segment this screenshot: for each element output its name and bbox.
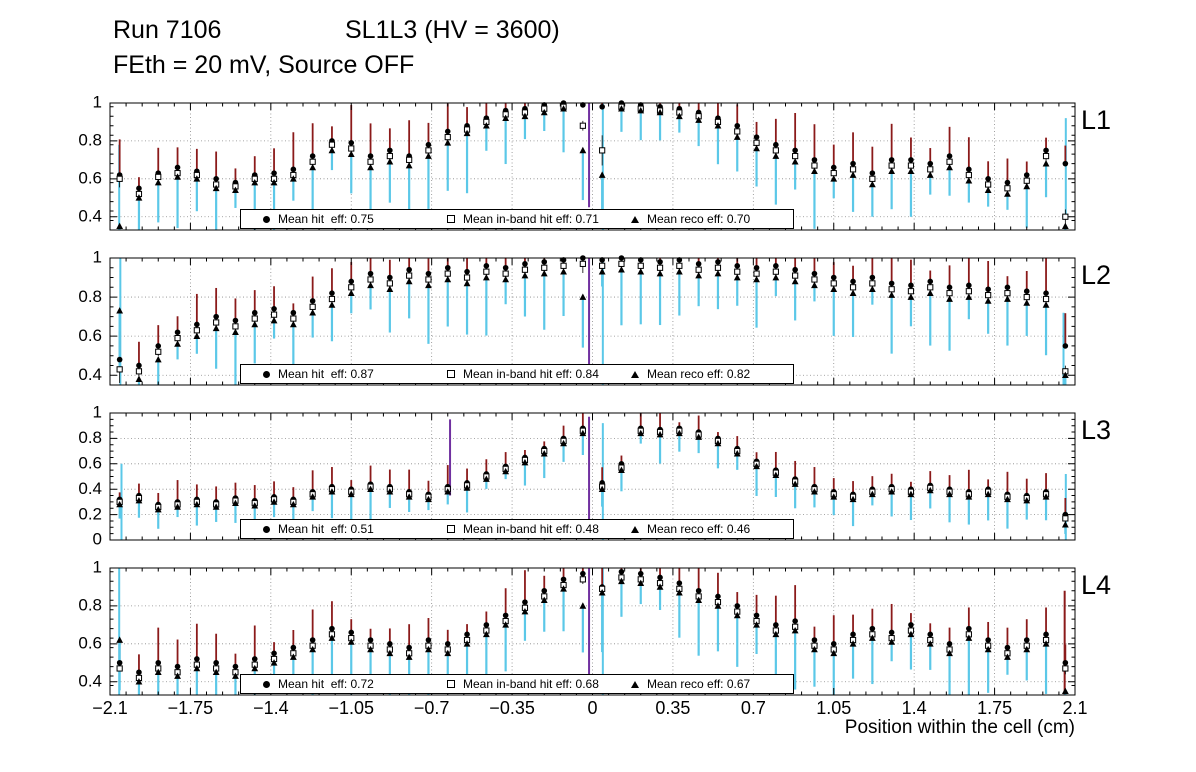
legend-label: Mean hit eff: 0.87 bbox=[278, 367, 374, 381]
legend-label: Mean in-band hit eff: 0.48 bbox=[463, 522, 599, 536]
filled-triangle-icon bbox=[631, 525, 639, 533]
filled-circle-icon bbox=[263, 215, 270, 223]
legend-entry-inband-eff: Mean in-band hit eff: 0.71 bbox=[425, 212, 609, 226]
legend-label: Mean in-band hit eff: 0.68 bbox=[463, 677, 599, 691]
legend-label: Mean hit eff: 0.75 bbox=[278, 212, 374, 226]
legend-label: Mean in-band hit eff: 0.71 bbox=[463, 212, 599, 226]
legend-L3: Mean hit eff: 0.51 Mean in-band hit eff:… bbox=[240, 519, 794, 539]
legend-entry-hit-eff: Mean hit eff: 0.87 bbox=[241, 367, 425, 381]
legend-entry-hit-eff: Mean hit eff: 0.75 bbox=[241, 212, 425, 226]
legend-entry-reco-eff: Mean reco eff: 0.46 bbox=[609, 522, 793, 536]
legend-entry-inband-eff: Mean in-band hit eff: 0.48 bbox=[425, 522, 609, 536]
filled-circle-icon bbox=[263, 370, 270, 378]
open-square-icon bbox=[447, 680, 455, 688]
config-title: SL1L3 (HV = 3600) bbox=[345, 16, 560, 44]
open-square-icon bbox=[447, 525, 455, 533]
legend-label: Mean hit eff: 0.72 bbox=[278, 677, 374, 691]
legend-label: Mean in-band hit eff: 0.84 bbox=[463, 367, 599, 381]
legend-entry-hit-eff: Mean hit eff: 0.72 bbox=[241, 677, 425, 691]
legend-L2: Mean hit eff: 0.87 Mean in-band hit eff:… bbox=[240, 364, 794, 384]
panel-label-L3: L3 bbox=[1081, 415, 1112, 445]
legend-L1: Mean hit eff: 0.75 Mean in-band hit eff:… bbox=[240, 209, 794, 229]
legend-label: Mean hit eff: 0.51 bbox=[278, 522, 374, 536]
panel-label-L2: L2 bbox=[1081, 260, 1112, 290]
filled-triangle-icon bbox=[631, 215, 639, 223]
open-square-icon bbox=[447, 370, 455, 378]
legend-entry-hit-eff: Mean hit eff: 0.51 bbox=[241, 522, 425, 536]
threshold-subtitle: FEth = 20 mV, Source OFF bbox=[113, 51, 415, 79]
legend-entry-inband-eff: Mean in-band hit eff: 0.68 bbox=[425, 677, 609, 691]
run-title: Run 7106 bbox=[113, 16, 222, 44]
x-axis-title: Position within the cell (cm) bbox=[844, 717, 1075, 738]
panel-label-L4: L4 bbox=[1081, 570, 1112, 600]
legend-label: Mean reco eff: 0.46 bbox=[647, 522, 751, 536]
panel-label-L1: L1 bbox=[1081, 105, 1112, 135]
filled-triangle-icon bbox=[631, 370, 639, 378]
legend-entry-reco-eff: Mean reco eff: 0.67 bbox=[609, 677, 793, 691]
filled-circle-icon bbox=[263, 680, 270, 688]
legend-label: Mean reco eff: 0.70 bbox=[647, 212, 751, 226]
legend-entry-reco-eff: Mean reco eff: 0.82 bbox=[609, 367, 793, 381]
filled-triangle-icon bbox=[631, 680, 639, 688]
legend-label: Mean reco eff: 0.67 bbox=[647, 677, 751, 691]
legend-label: Mean reco eff: 0.82 bbox=[647, 367, 751, 381]
legend-entry-inband-eff: Mean in-band hit eff: 0.84 bbox=[425, 367, 609, 381]
legend-L4: Mean hit eff: 0.72 Mean in-band hit eff:… bbox=[240, 674, 794, 694]
filled-circle-icon bbox=[263, 525, 270, 533]
open-square-icon bbox=[447, 215, 455, 223]
legend-entry-reco-eff: Mean reco eff: 0.70 bbox=[609, 212, 793, 226]
